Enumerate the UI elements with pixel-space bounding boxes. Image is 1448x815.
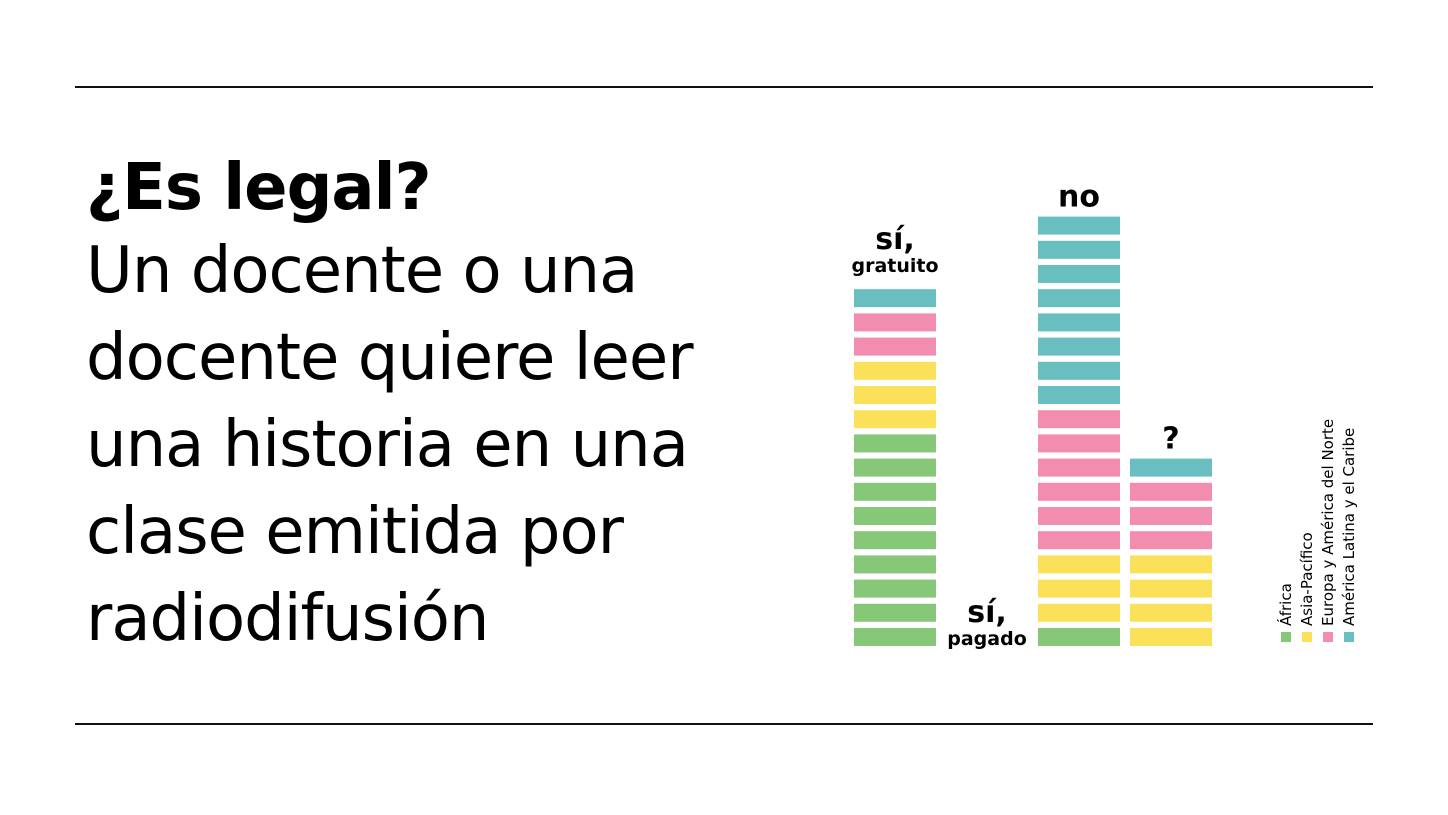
- bar-block-3-4-8: [1038, 216, 1120, 235]
- category-sublabel-1: gratuito: [851, 255, 938, 277]
- legend-swatch-1: [1281, 632, 1291, 642]
- bar-block-3-4-5: [1038, 289, 1120, 308]
- bar-block-1-1-7: [854, 482, 936, 501]
- bar-block-3-3-3: [1038, 482, 1120, 501]
- bar-block-3-3-1: [1038, 531, 1120, 550]
- heading-block: ¿Es legal? Un docente o una docente quie…: [86, 148, 806, 663]
- bar-block-1-4-1: [854, 289, 936, 308]
- category-label-3: no: [1058, 180, 1100, 215]
- legend-label-3: Europa y América del Norte: [1319, 419, 1337, 626]
- category-label-2: sí,: [967, 595, 1007, 630]
- bar-block-3-4-4: [1038, 313, 1120, 332]
- bar-block-1-2-3: [854, 361, 936, 380]
- bar-block-3-2-3: [1038, 555, 1120, 574]
- bar-block-4-2-4: [1130, 555, 1212, 574]
- bar-block-1-3-2: [854, 313, 936, 332]
- top-divider: [75, 86, 1373, 88]
- legend-swatch-2: [1302, 632, 1312, 642]
- bar-block-1-1-6: [854, 507, 936, 525]
- bar-block-4-2-3: [1130, 579, 1212, 598]
- legend-swatch-3: [1323, 632, 1333, 642]
- question-line-5: radiodifusión: [86, 582, 489, 656]
- category-sublabel-2: pagado: [947, 628, 1027, 650]
- bar-block-1-1-2: [854, 603, 936, 622]
- bar-block-3-3-6: [1038, 410, 1120, 429]
- bar-block-3-4-7: [1038, 240, 1120, 259]
- bar-block-1-1-5: [854, 531, 936, 550]
- bar-block-4-4-1: [1130, 458, 1212, 477]
- bar-block-3-1-1: [1038, 628, 1120, 646]
- bar-block-4-3-3: [1130, 482, 1212, 501]
- bar-block-3-3-2: [1038, 507, 1120, 525]
- category-label-4: ?: [1162, 422, 1179, 457]
- bar-block-3-3-4: [1038, 458, 1120, 477]
- bar-block-3-4-1: [1038, 386, 1120, 404]
- bar-block-1-1-4: [854, 555, 936, 574]
- legend-label-1: África: [1276, 583, 1295, 626]
- legend-label-2: Asia-Pacífico: [1298, 532, 1316, 626]
- bar-block-1-2-2: [854, 386, 936, 404]
- legend-label-4: América Latina y el Caribe: [1340, 428, 1358, 626]
- bottom-divider: [75, 723, 1373, 725]
- page-title: ¿Es legal?: [86, 151, 432, 225]
- bar-block-1-1-9: [854, 434, 936, 453]
- question-line-2: docente quiere leer: [86, 321, 694, 395]
- question-line-4: clase emitida por: [86, 495, 624, 569]
- bar-block-1-1-3: [854, 579, 936, 598]
- bar-block-1-1-8: [854, 458, 936, 477]
- legend-swatch-4: [1344, 632, 1354, 642]
- bar-block-4-2-2: [1130, 603, 1212, 622]
- bar-block-3-4-6: [1038, 265, 1120, 283]
- bar-block-4-3-2: [1130, 507, 1212, 525]
- category-label-1: sí,: [875, 222, 915, 257]
- bar-block-3-3-5: [1038, 434, 1120, 453]
- bar-block-1-1-1: [854, 628, 936, 646]
- bar-block-1-2-1: [854, 410, 936, 429]
- bar-block-1-3-1: [854, 337, 936, 356]
- bar-block-3-4-3: [1038, 337, 1120, 356]
- bar-block-3-4-2: [1038, 361, 1120, 380]
- question-line-1: Un docente o una: [86, 234, 638, 308]
- bar-block-3-2-2: [1038, 579, 1120, 598]
- bar-block-4-3-1: [1130, 531, 1212, 550]
- bar-block-3-2-1: [1038, 603, 1120, 622]
- question-line-3: una historia en una: [86, 408, 689, 482]
- bar-block-4-2-1: [1130, 628, 1212, 646]
